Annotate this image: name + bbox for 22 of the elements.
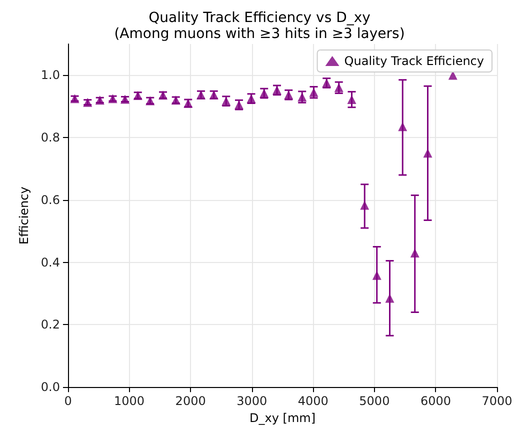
legend-label: Quality Track Efficiency [344, 54, 484, 68]
y-axis-title: Efficiency [17, 186, 31, 244]
y-tick-label: 0.0 [40, 380, 60, 394]
x-tick-label: 4000 [298, 394, 328, 408]
point [398, 122, 408, 132]
x-tick-label: 5000 [359, 394, 390, 408]
chart-subtitle: (Among muons with ≥3 hits in ≥3 layers) [114, 26, 405, 42]
point [372, 270, 382, 280]
x-axis-title: D_xy [mm] [250, 411, 316, 425]
x-tick-label: 6000 [420, 394, 451, 408]
y-tick-label: 1.0 [40, 68, 60, 82]
y-tick-label: 0.8 [40, 130, 60, 145]
chart-title: Quality Track Efficiency vs D_xy [148, 10, 370, 26]
x-tick-label: 7000 [482, 394, 512, 408]
x-tick-label: 3000 [236, 394, 268, 408]
y-tick-label: 0.4 [40, 255, 60, 270]
x-tick-label: 0 [64, 394, 72, 408]
x-tick-label: 1000 [114, 394, 145, 408]
x-tick-label: 2000 [175, 394, 206, 408]
y-tick-label: 0.2 [40, 318, 60, 332]
y-tick-label: 0.6 [40, 192, 60, 207]
point [360, 200, 370, 210]
